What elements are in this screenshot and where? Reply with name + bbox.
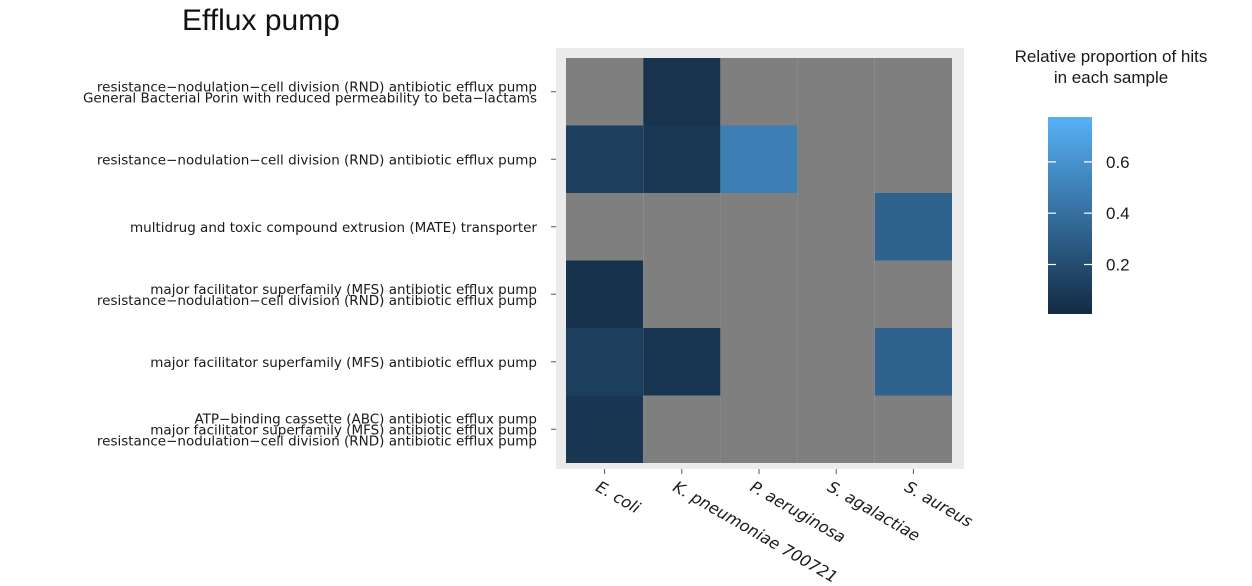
- heatmap-cell: [874, 58, 952, 126]
- heatmap-cell: [797, 193, 875, 261]
- legend-title-line-1: Relative proportion of hits: [1015, 47, 1208, 66]
- y-tick-label: major facilitator superfamily (MFS) anti…: [150, 422, 537, 438]
- legend-tick-label: 0.2: [1106, 255, 1130, 274]
- heatmap-cell: [720, 395, 798, 463]
- heatmap-cell: [643, 328, 721, 396]
- y-tick-label: resistance−nodulation−cell division (RND…: [97, 79, 537, 95]
- heatmap-cell: [797, 58, 875, 126]
- x-tick-label: E. coli: [593, 477, 644, 518]
- heatmap-cell: [566, 260, 644, 328]
- heatmap-cell: [643, 125, 721, 193]
- y-tick-label: resistance−nodulation−cell division (RND…: [97, 293, 537, 309]
- legend-colorbar: [1048, 117, 1092, 314]
- heatmap-cell: [797, 328, 875, 396]
- heatmap-cell: [797, 125, 875, 193]
- legend-tick-label: 0.4: [1106, 204, 1130, 223]
- heatmap-cell: [566, 395, 644, 463]
- y-tick-label: resistance−nodulation−cell division (RND…: [97, 152, 537, 168]
- heatmap-cell: [720, 260, 798, 328]
- heatmap-cell: [566, 125, 644, 193]
- heatmap-cell: [874, 193, 952, 261]
- y-tick-label: major facilitator superfamily (MFS) anti…: [150, 355, 537, 371]
- legend-title-line-2: in each sample: [1054, 68, 1168, 87]
- heatmap-cells: [566, 58, 952, 463]
- legend-ticks: 0.2 0.4 0.6: [1048, 153, 1130, 274]
- heatmap-cell: [874, 125, 952, 193]
- y-tick-label: resistance−nodulation−cell division (RND…: [97, 433, 537, 449]
- color-legend: Relative proportion of hits in each samp…: [1015, 47, 1208, 314]
- heatmap-cell: [874, 260, 952, 328]
- heatmap-cell: [720, 193, 798, 261]
- chart-title: Efflux pump: [182, 4, 340, 37]
- heatmap-cell: [643, 260, 721, 328]
- heatmap-cell: [874, 395, 952, 463]
- y-tick-label: General Bacterial Porin with reduced per…: [83, 90, 537, 106]
- heatmap-cell: [643, 58, 721, 126]
- y-tick-label: major facilitator superfamily (MFS) anti…: [150, 282, 537, 298]
- heatmap-cell: [720, 328, 798, 396]
- y-tick-label: ATP−binding cassette (ABC) antibiotic ef…: [194, 411, 537, 427]
- heatmap-cell: [720, 58, 798, 126]
- y-tick-label: multidrug and toxic compound extrusion (…: [130, 220, 537, 236]
- heatmap-cell: [797, 260, 875, 328]
- heatmap-cell: [643, 395, 721, 463]
- heatmap-cell: [874, 328, 952, 396]
- y-axis: resistance−nodulation−cell division (RND…: [83, 79, 556, 449]
- heatmap-cell: [566, 58, 644, 126]
- heatmap-cell: [797, 395, 875, 463]
- heatmap-cell: [720, 125, 798, 193]
- legend-tick-label: 0.6: [1106, 153, 1130, 172]
- heatmap-cell: [566, 193, 644, 261]
- heatmap-cell: [566, 328, 644, 396]
- heatmap-cell: [643, 193, 721, 261]
